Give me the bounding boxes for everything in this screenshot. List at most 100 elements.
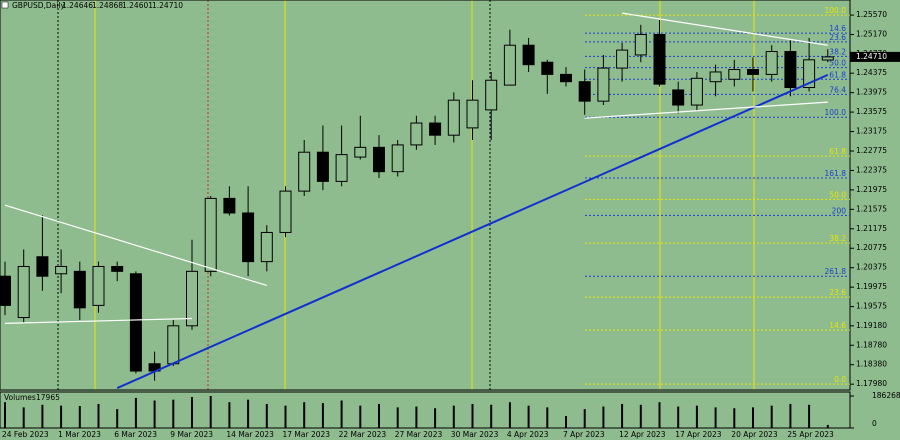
y-tick-label: 1.17980 <box>856 379 887 388</box>
candle-body <box>223 197 236 214</box>
candle-body <box>560 73 572 83</box>
header-high: 1.24868 <box>92 1 123 10</box>
level-label: 38.2 <box>829 234 846 243</box>
candle-body <box>803 59 816 89</box>
candle-body <box>522 44 535 66</box>
candle-body <box>634 34 647 56</box>
symbol-icon <box>1 1 9 9</box>
x-tick-label: 22 Mar 2023 <box>339 430 387 439</box>
candle-body <box>260 231 273 263</box>
y-tick-label: 1.25570 <box>856 10 887 19</box>
level-label: 100.0 <box>825 6 847 15</box>
candle-body <box>129 273 142 372</box>
y-tick-label: 1.19180 <box>856 321 887 330</box>
x-tick-label: 4 Apr 2023 <box>507 430 549 439</box>
candle-body <box>373 146 385 173</box>
candle-body <box>0 275 11 306</box>
candle-body <box>316 151 329 182</box>
trend-line <box>116 73 829 389</box>
volume-last: 17965 <box>36 393 60 402</box>
level-label: 50.0 <box>829 59 846 68</box>
candle-body <box>597 67 610 102</box>
candle-body <box>111 265 124 272</box>
trend-line <box>622 12 828 46</box>
candle-body <box>784 51 797 89</box>
candle-body <box>186 270 198 327</box>
level-label: 261.8 <box>825 267 847 276</box>
y-tick-label: 0 <box>872 419 877 428</box>
level-label: 200 <box>832 206 847 215</box>
candle-body <box>335 154 348 182</box>
price-marker-label: 1.24710 <box>856 52 887 61</box>
candle-body <box>709 71 722 83</box>
y-tick-label: 1.24375 <box>856 68 887 77</box>
candle-body <box>17 265 30 319</box>
y-tick-label: 1.23975 <box>856 88 887 97</box>
y-tick-label: 1.20775 <box>856 243 887 252</box>
candle-body <box>55 265 68 275</box>
candle-body <box>242 212 255 263</box>
level-label: 76.4 <box>829 85 846 94</box>
volume-title: Volumes <box>4 393 36 402</box>
price-frame <box>0 0 851 391</box>
level-label: 61.8 <box>829 70 846 79</box>
trend-line <box>4 204 267 287</box>
x-tick-label: 25 Apr 2023 <box>787 430 834 439</box>
y-tick-label: 1.22775 <box>856 146 887 155</box>
candle-body <box>821 56 834 61</box>
y-tick-label: 1.23175 <box>856 127 887 136</box>
level-label: 61.8 <box>829 147 846 156</box>
x-tick-label: 9 Mar 2023 <box>170 430 213 439</box>
x-tick-label: 30 Mar 2023 <box>451 430 499 439</box>
candle-body <box>354 146 367 158</box>
level-label: 23.6 <box>829 33 846 42</box>
y-tick-label: 1.22375 <box>856 165 887 174</box>
candle-body <box>429 122 442 136</box>
level-label: 14.6 <box>829 321 846 330</box>
candle-body <box>541 61 554 75</box>
x-tick-label: 20 Apr 2023 <box>731 430 778 439</box>
x-tick-label: 27 Mar 2023 <box>395 430 443 439</box>
candle-body <box>92 265 105 306</box>
y-tick-label: 1.18780 <box>856 340 887 349</box>
candle-body <box>73 270 86 309</box>
volume-frame <box>0 391 851 429</box>
price-marker <box>850 51 900 62</box>
level-label: 38.2 <box>829 47 846 56</box>
header-close: 1.24710 <box>152 1 183 10</box>
candle-body <box>728 69 741 80</box>
candle-body <box>298 151 311 192</box>
candle-body <box>466 99 479 129</box>
candle-body <box>279 190 292 233</box>
level-label: 50.0 <box>829 190 846 199</box>
candle-body <box>616 49 629 69</box>
x-tick-label: 12 Apr 2023 <box>619 430 666 439</box>
y-tick-label: 1.19575 <box>856 302 887 311</box>
candle-body <box>690 77 703 106</box>
level-label: 100.0 <box>825 108 847 117</box>
candle-body <box>747 69 759 75</box>
level-label: 0.0 <box>834 375 846 384</box>
header-low: 1.24601 <box>122 1 153 10</box>
x-tick-label: 17 Apr 2023 <box>675 430 722 439</box>
y-tick-label: 1.21575 <box>856 204 887 213</box>
candle-body <box>36 256 49 277</box>
candle-body <box>410 122 423 146</box>
candle-body <box>391 144 404 173</box>
candle-body <box>447 99 460 136</box>
trend-line <box>584 101 828 119</box>
x-tick-label: 14 Mar 2023 <box>226 430 274 439</box>
x-tick-label: 17 Mar 2023 <box>283 430 331 439</box>
candle-body <box>204 197 217 272</box>
y-tick-label: 186268 <box>872 391 900 400</box>
candle-body <box>672 89 685 106</box>
candle-body <box>503 44 516 86</box>
level-label: 14.6 <box>829 24 846 33</box>
x-tick-label: 6 Mar 2023 <box>114 430 157 439</box>
level-label: 161.8 <box>825 169 847 178</box>
y-tick-label: 1.23575 <box>856 107 887 116</box>
y-tick-label: 1.21975 <box>856 185 887 194</box>
chart-title: GBPUSD,Daily <box>12 1 65 10</box>
